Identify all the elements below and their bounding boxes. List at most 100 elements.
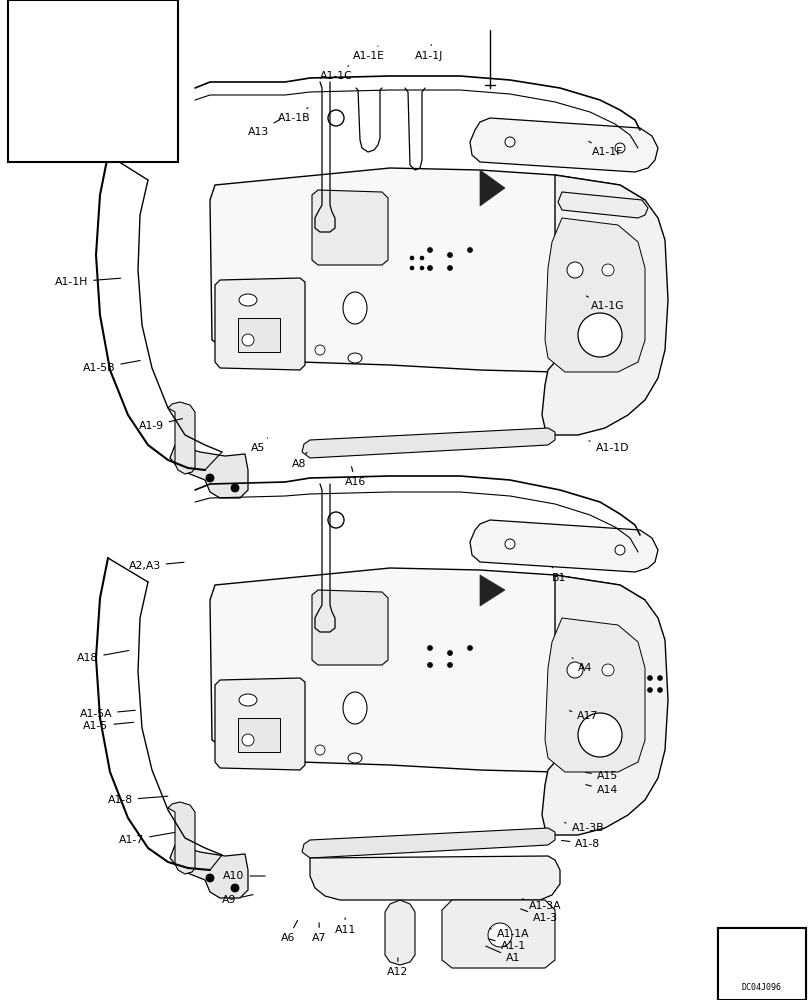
- Text: A10: A10: [223, 871, 265, 881]
- Circle shape: [328, 110, 344, 126]
- Text: A1-1: A1-1: [487, 939, 525, 951]
- Polygon shape: [168, 402, 195, 474]
- Text: A17: A17: [569, 711, 598, 721]
- Circle shape: [566, 262, 582, 278]
- Polygon shape: [302, 828, 554, 858]
- Polygon shape: [310, 856, 560, 900]
- Circle shape: [566, 662, 582, 678]
- Circle shape: [230, 884, 238, 892]
- Polygon shape: [210, 168, 649, 372]
- Circle shape: [601, 664, 613, 676]
- Ellipse shape: [342, 292, 367, 324]
- Polygon shape: [717, 928, 805, 1000]
- Circle shape: [467, 646, 472, 650]
- Text: A16: A16: [345, 467, 366, 487]
- Circle shape: [447, 650, 452, 656]
- Circle shape: [504, 137, 514, 147]
- Polygon shape: [544, 218, 644, 372]
- Circle shape: [242, 334, 254, 346]
- Circle shape: [206, 874, 214, 882]
- Text: A1-3B: A1-3B: [564, 823, 603, 833]
- Circle shape: [447, 662, 452, 668]
- Text: A18: A18: [77, 650, 129, 663]
- Text: A1-1H: A1-1H: [54, 277, 121, 287]
- Ellipse shape: [25, 69, 161, 107]
- Bar: [8, 0, 178, 162]
- Ellipse shape: [238, 294, 257, 306]
- Circle shape: [427, 662, 432, 668]
- Text: A1-3A: A1-3A: [521, 899, 561, 911]
- Ellipse shape: [342, 692, 367, 724]
- Polygon shape: [169, 445, 247, 498]
- Text: A8: A8: [291, 452, 307, 469]
- Polygon shape: [302, 428, 554, 458]
- Text: A1-1J: A1-1J: [414, 45, 442, 61]
- Circle shape: [657, 676, 662, 680]
- Polygon shape: [557, 192, 647, 218]
- Polygon shape: [441, 900, 554, 968]
- Text: A1-8: A1-8: [108, 795, 168, 805]
- Text: A1-1B: A1-1B: [277, 108, 310, 123]
- Text: A1-1E: A1-1E: [352, 46, 384, 61]
- Circle shape: [315, 345, 324, 355]
- Circle shape: [614, 545, 624, 555]
- Circle shape: [447, 252, 452, 257]
- Ellipse shape: [20, 139, 165, 161]
- Circle shape: [427, 247, 432, 252]
- Circle shape: [230, 484, 238, 492]
- Circle shape: [614, 143, 624, 153]
- Circle shape: [419, 266, 423, 270]
- Circle shape: [206, 474, 214, 482]
- Polygon shape: [238, 718, 280, 752]
- Text: B1: B1: [551, 566, 565, 583]
- Text: A7: A7: [311, 923, 326, 943]
- Text: A1-7: A1-7: [119, 832, 174, 845]
- Circle shape: [427, 646, 432, 650]
- Text: A4: A4: [572, 658, 591, 673]
- Polygon shape: [62, 100, 75, 110]
- Text: A2,A3: A2,A3: [128, 561, 184, 571]
- Text: A1-1F: A1-1F: [588, 141, 622, 157]
- Polygon shape: [544, 618, 644, 772]
- Text: A1-5A: A1-5A: [79, 709, 135, 719]
- Polygon shape: [729, 945, 799, 978]
- Text: A15: A15: [585, 771, 617, 781]
- Bar: [717, 928, 805, 1000]
- Polygon shape: [311, 190, 388, 265]
- Circle shape: [328, 512, 344, 528]
- Polygon shape: [72, 86, 115, 120]
- Circle shape: [419, 256, 423, 260]
- Ellipse shape: [348, 753, 362, 763]
- Circle shape: [601, 264, 613, 276]
- Text: A1-3: A1-3: [520, 909, 557, 923]
- Text: A1-1A: A1-1A: [489, 929, 529, 939]
- Polygon shape: [479, 575, 504, 606]
- Text: A1-8: A1-8: [560, 839, 599, 849]
- Text: A6: A6: [281, 920, 297, 943]
- Polygon shape: [238, 318, 280, 352]
- Text: A1-5B: A1-5B: [83, 360, 140, 373]
- Polygon shape: [169, 845, 247, 898]
- Circle shape: [410, 266, 414, 270]
- Circle shape: [577, 313, 621, 357]
- Circle shape: [504, 539, 514, 549]
- Ellipse shape: [31, 94, 156, 122]
- Text: A1-5: A1-5: [84, 721, 134, 731]
- Text: A1: A1: [485, 946, 520, 963]
- Circle shape: [447, 265, 452, 270]
- Polygon shape: [470, 118, 657, 172]
- Text: A1-1G: A1-1G: [586, 296, 624, 311]
- Ellipse shape: [238, 694, 257, 706]
- Polygon shape: [470, 520, 657, 572]
- Polygon shape: [215, 678, 305, 770]
- Ellipse shape: [348, 353, 362, 363]
- Polygon shape: [541, 175, 667, 435]
- Circle shape: [646, 688, 652, 692]
- Circle shape: [427, 265, 432, 270]
- Circle shape: [646, 676, 652, 680]
- Circle shape: [487, 923, 512, 947]
- Circle shape: [657, 688, 662, 692]
- Text: A11: A11: [334, 918, 355, 935]
- Text: DC04J096: DC04J096: [741, 983, 781, 992]
- Polygon shape: [384, 900, 414, 965]
